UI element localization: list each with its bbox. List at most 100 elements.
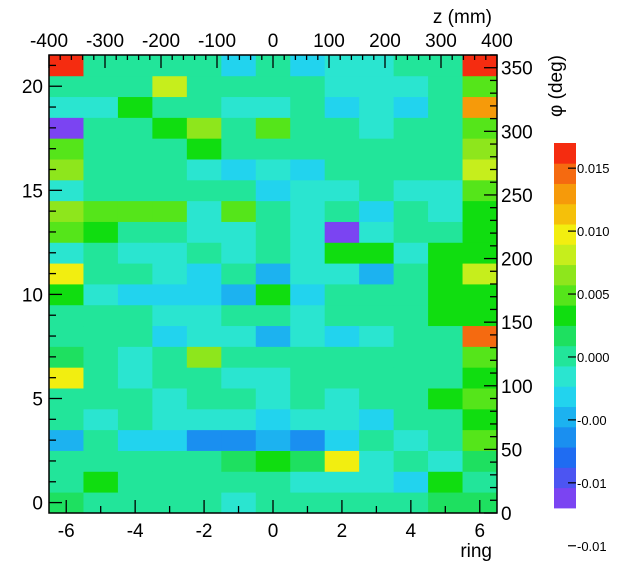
color-scale-swatch [554, 487, 576, 509]
heatmap-cell [462, 284, 498, 306]
heatmap-cell [152, 221, 188, 243]
color-scale-swatch [554, 345, 576, 367]
heatmap-cell [255, 138, 291, 160]
heatmap-cell [359, 242, 395, 264]
x2-tick-label: 300 [425, 31, 457, 52]
color-scale-tick-label: 0.000 [577, 350, 610, 365]
heatmap-cell [428, 325, 463, 347]
heatmap-cell [186, 117, 222, 139]
heatmap-cell [255, 450, 291, 472]
color-scale-swatch [554, 163, 576, 184]
heatmap-cell [255, 388, 291, 410]
heatmap-cell [393, 221, 429, 243]
heatmap-cell [290, 429, 326, 451]
heatmap-cell [117, 75, 153, 98]
heatmap-cell [186, 263, 222, 285]
heatmap-cell [359, 117, 395, 139]
heatmap-cell [393, 159, 429, 181]
heatmap-cell [290, 138, 326, 160]
heatmap-cell [152, 179, 188, 202]
heatmap-cell [221, 263, 257, 285]
heatmap-cell [255, 304, 291, 327]
heatmap-cell [152, 75, 188, 98]
heatmap-cell [324, 346, 360, 368]
heatmap-cell [83, 117, 119, 139]
heatmap-cell [290, 221, 326, 243]
heatmap-cell [49, 179, 84, 202]
heatmap-cell [462, 200, 498, 222]
heatmap-cell [83, 367, 119, 389]
heatmap-cell [255, 200, 291, 222]
heatmap-cell [117, 55, 153, 77]
heatmap-cell [324, 75, 360, 98]
heatmap-cell [290, 408, 326, 431]
heatmap-cell [359, 450, 395, 472]
heatmap-cell [428, 388, 463, 410]
heatmap-cell [428, 408, 463, 431]
heatmap-cell [428, 55, 463, 77]
x-tick-label: -4 [127, 521, 144, 542]
heatmap-cell [393, 117, 429, 139]
heatmap-cell [255, 117, 291, 139]
heatmap-cell [393, 325, 429, 347]
heatmap-cell [255, 159, 291, 181]
heatmap-cell [152, 471, 188, 493]
x2-axis-title: z (mm) [433, 7, 492, 28]
heatmap-cell [393, 284, 429, 306]
heatmap-cell [186, 346, 222, 368]
heatmap-cell [428, 304, 463, 327]
heatmap-cell [359, 200, 395, 222]
heatmap-cell [324, 242, 360, 264]
heatmap-cell [49, 200, 84, 222]
heatmap-cell [324, 388, 360, 410]
color-scale-tick-label: -0.00 [577, 413, 607, 428]
heatmap-cell [152, 304, 188, 327]
heatmap-cell [324, 138, 360, 160]
heatmap-cell [290, 117, 326, 139]
heatmap-cell [186, 388, 222, 410]
heatmap-cell [462, 429, 498, 451]
heatmap-cell [324, 221, 360, 243]
heatmap-cell [83, 179, 119, 202]
x-tick-label: 4 [406, 521, 417, 542]
heatmap-cell [428, 346, 463, 368]
heatmap-cell [117, 367, 153, 389]
y2-tick-label: 350 [501, 59, 533, 80]
heatmap-cell [462, 388, 498, 410]
heatmap-cell [462, 408, 498, 431]
heatmap-cell [324, 325, 360, 347]
heatmap-cell [186, 242, 222, 264]
heatmap-cell [186, 304, 222, 327]
heatmap-cell [255, 367, 291, 389]
color-scale-tick-label: -0.01 [577, 539, 607, 554]
heatmap-cell [221, 96, 257, 118]
heatmap-cell [49, 429, 84, 451]
y2-tick-label: 150 [501, 313, 533, 334]
heatmap-cell [186, 450, 222, 472]
heatmap-cell [152, 325, 188, 347]
color-scale-tick-label: 0.015 [577, 161, 610, 176]
heatmap-cell [324, 367, 360, 389]
x-tick-label: 6 [474, 521, 485, 542]
heatmap-cell [359, 429, 395, 451]
heatmap-cell [290, 200, 326, 222]
heatmap-cell [324, 117, 360, 139]
heatmap-cell [49, 263, 84, 285]
heatmap-cell [393, 75, 429, 98]
heatmap-cell [290, 346, 326, 368]
heatmap-cell [117, 388, 153, 410]
heatmap-cell [221, 242, 257, 264]
y-tick-label: 20 [22, 77, 43, 98]
heatmap-cell [152, 284, 188, 306]
heatmap-cell [117, 284, 153, 306]
heatmap-cell [255, 263, 291, 285]
heatmap-cell [221, 221, 257, 243]
heatmap-cell [359, 325, 395, 347]
color-scale-swatch [554, 386, 576, 408]
heatmap-cell [290, 450, 326, 472]
heatmap-cell [117, 346, 153, 368]
y2-tick-label: 100 [501, 377, 533, 398]
x2-tick-label: -400 [30, 31, 68, 52]
heatmap-cell [393, 429, 429, 451]
heatmap-cell [49, 346, 84, 368]
